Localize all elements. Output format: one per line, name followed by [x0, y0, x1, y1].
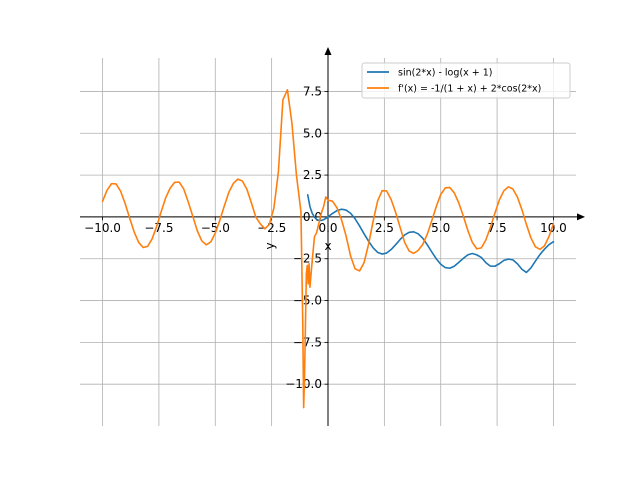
legend-label-2: f'(x) = -1/(1 + x) + 2*cos(2*x) — [398, 84, 541, 95]
y-tick-label: −2.5 — [293, 252, 322, 266]
legend-label-1: sin(2*x) - log(x + 1) — [398, 68, 492, 79]
y-tick-label: 7.5 — [303, 84, 322, 98]
x-axis-label: x — [324, 239, 331, 253]
ticks: −10.0 −7.5 −5.0 −2.5 0.0 2.5 5.0 7.5 10.0−10.0−7… — [84, 84, 567, 391]
x-tick-label: −10.0 — [84, 221, 121, 235]
x-tick-label: 10.0 — [540, 221, 567, 235]
series-lines — [101, 88, 555, 409]
series-line-2 — [101, 88, 555, 409]
y-tick-label: −7.5 — [293, 335, 322, 349]
x-tick-label: 2.5 — [375, 221, 394, 235]
y-axis-arrow — [324, 47, 332, 55]
x-tick-label: 0.0 — [318, 221, 337, 235]
x-tick-label: −7.5 — [144, 221, 173, 235]
x-axis-arrow — [577, 213, 585, 221]
series-line-1 — [306, 194, 555, 274]
x-tick-label: 7.5 — [488, 221, 507, 235]
y-tick-label: 5.0 — [303, 126, 322, 140]
legend-frame — [361, 62, 571, 99]
y-tick-label: −5.0 — [293, 294, 322, 308]
x-tick-label: −5.0 — [201, 221, 230, 235]
y-axis-label: y — [263, 242, 277, 249]
legend: sin(2*x) - log(x + 1) f'(x) = -1/(1 + x) … — [361, 62, 571, 99]
x-tick-label: −2.5 — [257, 221, 286, 235]
axes — [80, 47, 585, 426]
x-tick-label: 5.0 — [431, 221, 450, 235]
y-tick-label: 2.5 — [303, 168, 322, 182]
